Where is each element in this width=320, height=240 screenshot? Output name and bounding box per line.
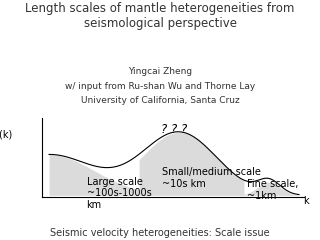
Text: Small/medium scale
~10s km: Small/medium scale ~10s km: [162, 167, 260, 189]
Text: k: k: [303, 196, 308, 206]
Text: ? ? ?: ? ? ?: [161, 123, 187, 136]
Text: Yingcai Zheng: Yingcai Zheng: [128, 67, 192, 76]
Text: Large scale
~100s-1000s
km: Large scale ~100s-1000s km: [87, 177, 151, 210]
Text: Fine scale,
~1km: Fine scale, ~1km: [246, 179, 298, 201]
Text: University of California, Santa Cruz: University of California, Santa Cruz: [81, 96, 239, 105]
Text: Seismic velocity heterogeneities: Scale issue: Seismic velocity heterogeneities: Scale …: [50, 228, 270, 238]
Text: Length scales of mantle heterogeneities from
seismological perspective: Length scales of mantle heterogeneities …: [25, 2, 295, 30]
Text: w/ input from Ru-shan Wu and Thorne Lay: w/ input from Ru-shan Wu and Thorne Lay: [65, 82, 255, 90]
Text: P(k): P(k): [0, 130, 13, 139]
